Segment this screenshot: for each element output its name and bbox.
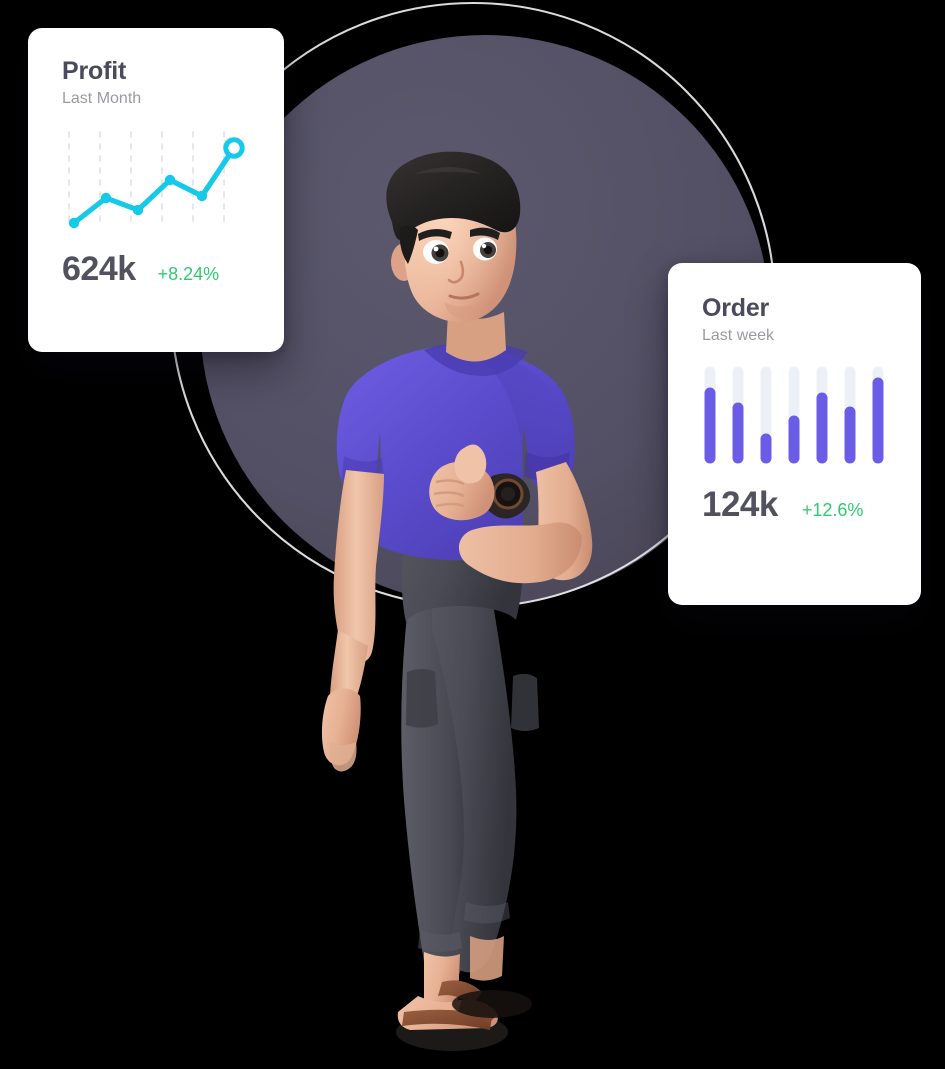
sandal-sole-right [452,990,532,1018]
mouth [448,292,480,300]
order-card-subtitle: Last week [702,327,775,345]
ankle-right [470,936,504,981]
pocket-left [406,669,438,728]
hair-sideburn [399,225,418,264]
nose [447,260,465,284]
legs [401,517,539,985]
order-card[interactable]: Order Last week [668,263,921,605]
profit-sparkline-svg [68,131,245,229]
knuckle-line-2 [433,491,465,498]
tshirt-shadow [480,350,566,480]
profit-sparkline-chart[interactable] [62,128,252,230]
head [386,151,521,323]
watch-dial [501,487,515,501]
order-bar-chart[interactable] [702,365,888,465]
feet [396,936,532,1051]
order-card-footer: 124k +12.6% [702,487,891,522]
profit-line [71,145,237,226]
bar-values [704,377,884,464]
pupil-left [435,248,445,258]
profit-card-title: Profit [62,57,127,85]
profit-card[interactable]: Profit Last Month [28,28,284,352]
pocket-right [511,673,539,731]
cuff-left [418,930,462,952]
eye-glint-left [433,246,439,252]
forearm-right [458,522,582,584]
profit-last-point-marker[interactable] [223,137,245,159]
knuckle-line-1 [435,479,465,486]
ankle-left [424,952,460,1006]
neck [446,312,506,362]
order-bar-svg [704,366,884,464]
profit-card-subtitle: Last Month [62,90,142,108]
order-value: 124k [702,484,778,524]
profit-delta: +8.24% [157,263,220,284]
cuff-right [464,902,510,924]
order-card-title: Order [702,294,770,322]
profit-data-points [68,174,208,229]
profit-value: 624k [62,249,136,288]
wrist-watch [482,473,531,519]
upper-arm-left [333,470,384,664]
order-delta: +12.6% [801,499,864,520]
hair [386,151,521,241]
profit-card-footer: 624k +8.24% [62,252,254,286]
chin-shade [444,300,484,318]
eye-glint-right [481,243,487,249]
fingers-left [329,742,357,772]
pupil-right [483,245,493,255]
leg-right [432,560,517,973]
eyebrow-right [470,227,500,240]
knuckle-line-3 [435,502,465,508]
hair-highlight [414,167,482,174]
eyebrow-left [418,228,452,241]
arm-right [429,444,593,584]
thumb-up [454,444,487,484]
arm-left [321,470,384,772]
